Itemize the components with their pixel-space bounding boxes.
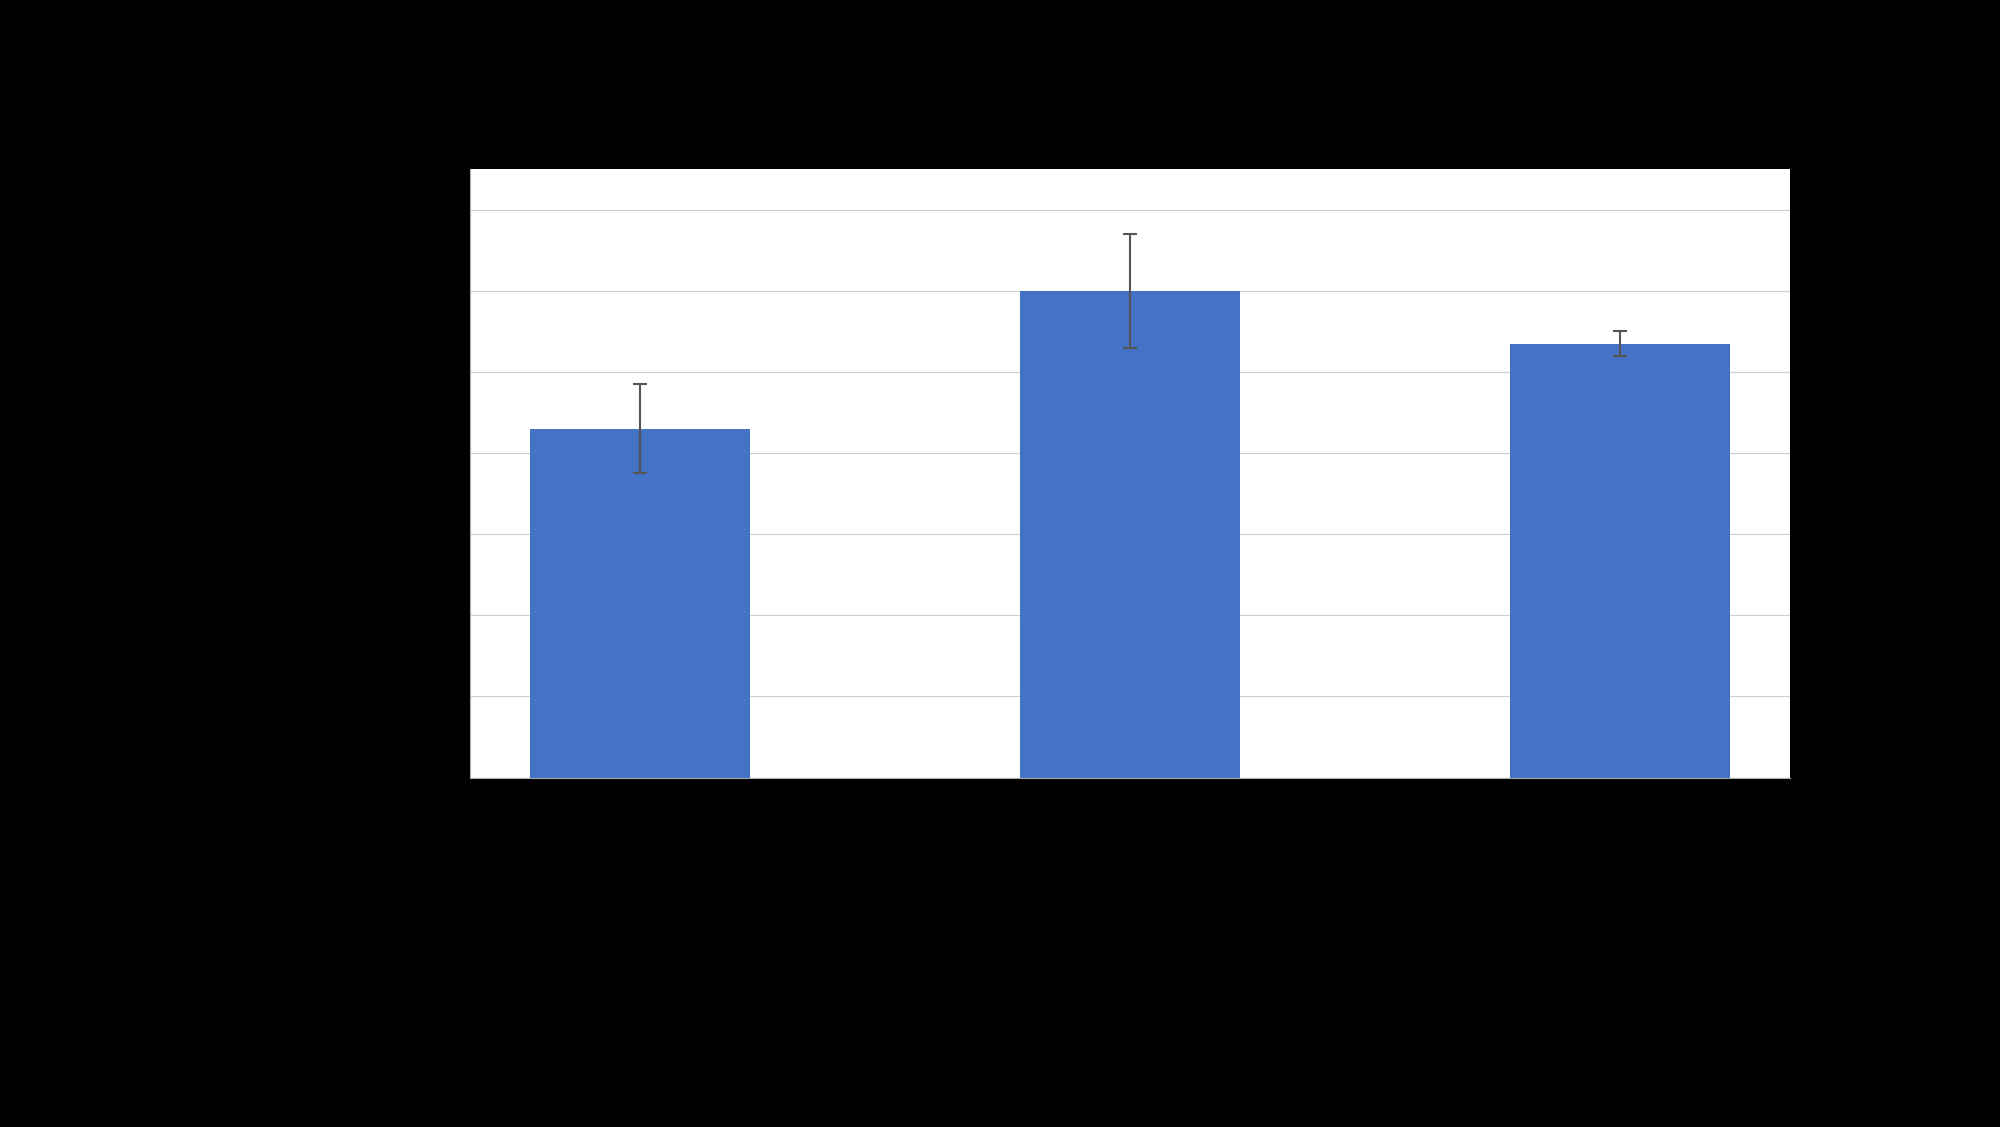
Y-axis label: Protein Yield [μg/mL]: Protein Yield [μg/mL] (414, 350, 438, 596)
Bar (1020, 291, 1240, 778)
Bar (1510, 344, 1730, 778)
Bar (530, 428, 750, 778)
Title: Protein yield [μg/mL] with different feeding profiles: Protein yield [μg/mL] with different fee… (776, 127, 1484, 156)
